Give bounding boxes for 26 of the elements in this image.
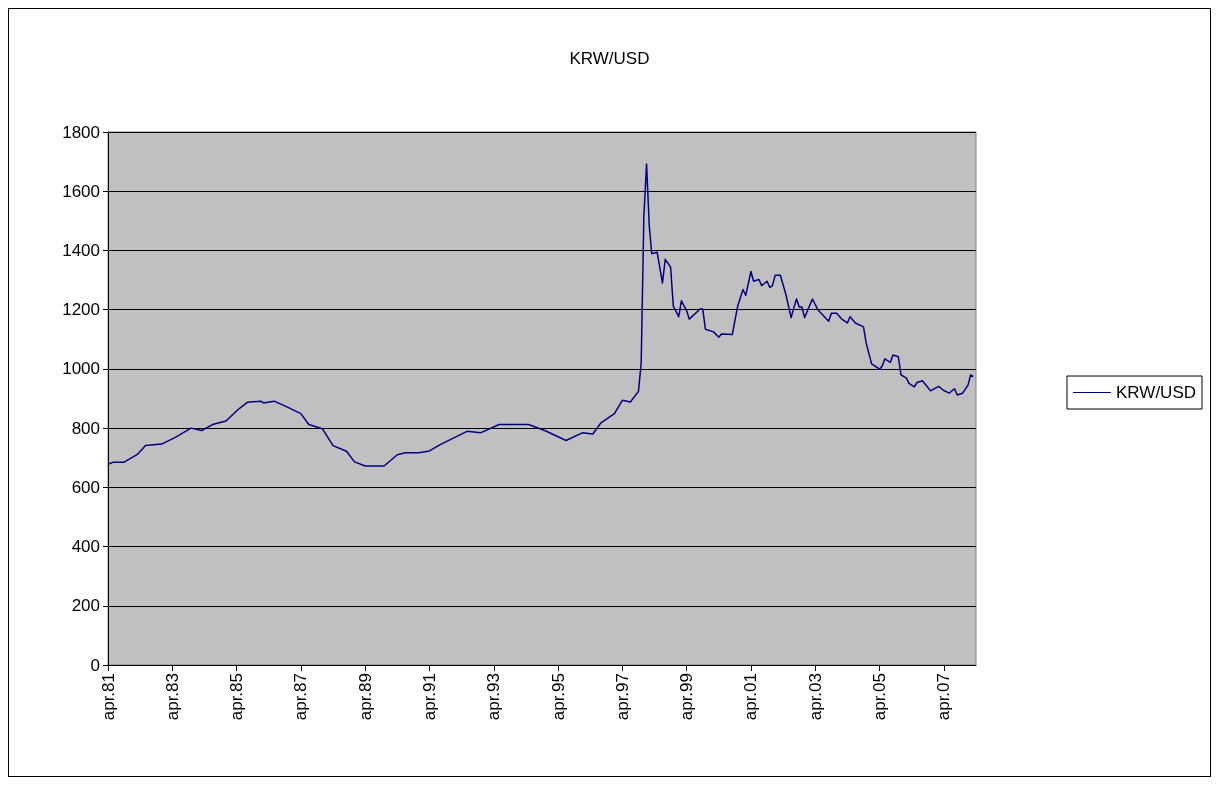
y-tick-label: 1600	[62, 181, 100, 201]
x-tick-label: apr.99	[677, 673, 697, 721]
chart-title: KRW/USD	[569, 49, 650, 68]
x-tick-label: apr.87	[291, 673, 311, 721]
x-tick-label: apr.95	[548, 673, 568, 721]
x-tick-label: apr.05	[870, 673, 890, 721]
y-tick-label: 1200	[62, 300, 100, 320]
y-tick-label: 0	[90, 655, 100, 675]
x-tick-label: apr.07	[934, 673, 954, 721]
y-tick-label: 200	[71, 596, 100, 616]
y-tick-label: 1800	[62, 122, 100, 142]
y-tick-label: 400	[71, 537, 100, 557]
x-tick-label: apr.03	[805, 673, 825, 721]
x-tick-label: apr.93	[484, 673, 504, 721]
x-tick-label: apr.85	[227, 673, 247, 721]
x-tick-label: apr.83	[162, 673, 182, 721]
x-tick-label: apr.91	[419, 673, 439, 721]
x-tick-label: apr.01	[741, 673, 761, 721]
y-tick-label: 1400	[62, 240, 100, 260]
x-tick-label: apr.81	[98, 673, 118, 721]
legend-label: KRW/USD	[1116, 383, 1197, 402]
x-tick-label: apr.97	[612, 673, 632, 721]
y-tick-label: 800	[71, 418, 100, 438]
y-tick-label: 600	[71, 477, 100, 497]
x-tick-label: apr.89	[355, 673, 375, 721]
y-tick-label: 1000	[62, 359, 100, 379]
